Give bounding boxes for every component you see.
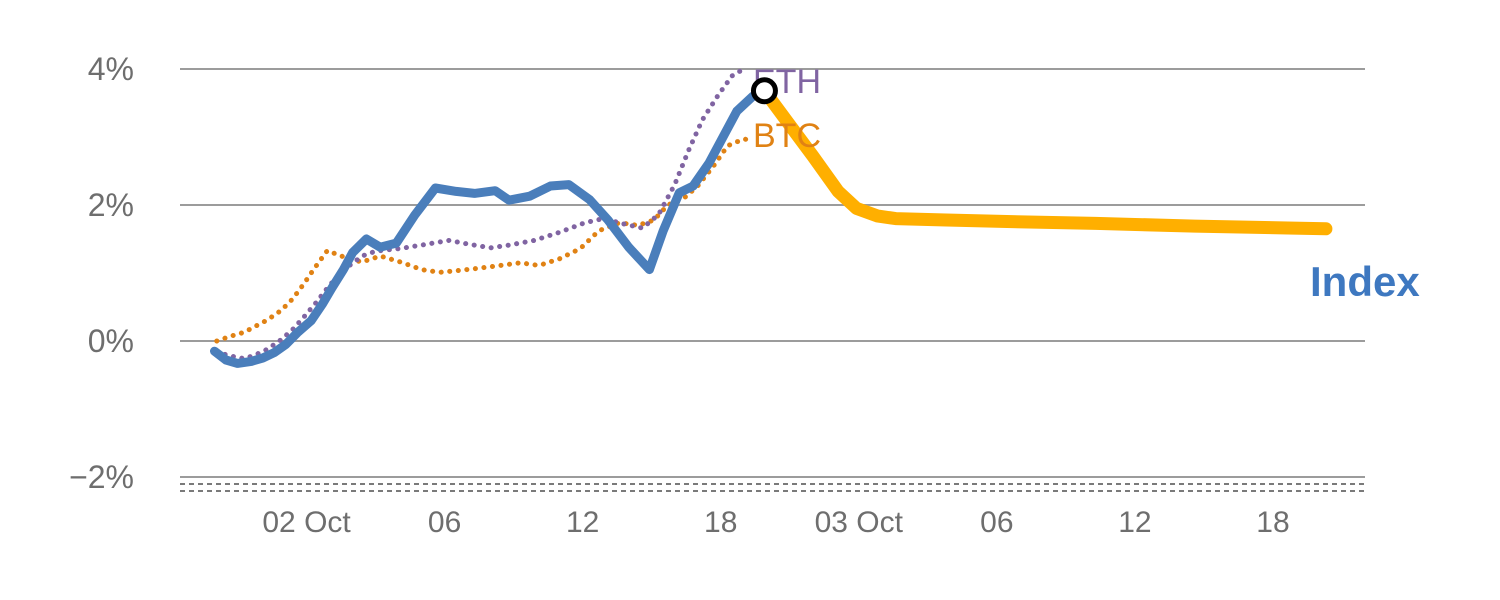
- x-tick-label: 02 Oct: [262, 506, 351, 539]
- y-tick-label: 2%: [88, 187, 134, 223]
- axis-layer: 4% 2% 0% −2% 02 Oct 06 12 18 03 Oct 06 12 18: [69, 51, 1290, 539]
- y-tick-label: −2%: [69, 459, 134, 495]
- grid-layer: [180, 68, 1365, 492]
- y-tick-label: 4%: [88, 51, 134, 87]
- x-tick-label: 18: [1256, 506, 1289, 539]
- index-series-label: Index: [1310, 258, 1420, 305]
- peak-marker: [750, 77, 778, 105]
- index-line: [210, 86, 769, 368]
- x-tick-label: 12: [1118, 506, 1151, 539]
- x-tick-label: 06: [980, 506, 1013, 539]
- btc-line: [214, 136, 756, 344]
- btc-series-label: BTC: [753, 117, 821, 155]
- x-tick-label: 06: [428, 506, 461, 539]
- marker-layer: [750, 77, 778, 105]
- series-layer: [210, 65, 1333, 368]
- x-tick-label: 03 Oct: [815, 506, 904, 539]
- y-tick-label: 0%: [88, 323, 134, 359]
- x-tick-label: 12: [566, 506, 599, 539]
- x-tick-label: 18: [704, 506, 737, 539]
- index-projection-line: [757, 84, 1333, 236]
